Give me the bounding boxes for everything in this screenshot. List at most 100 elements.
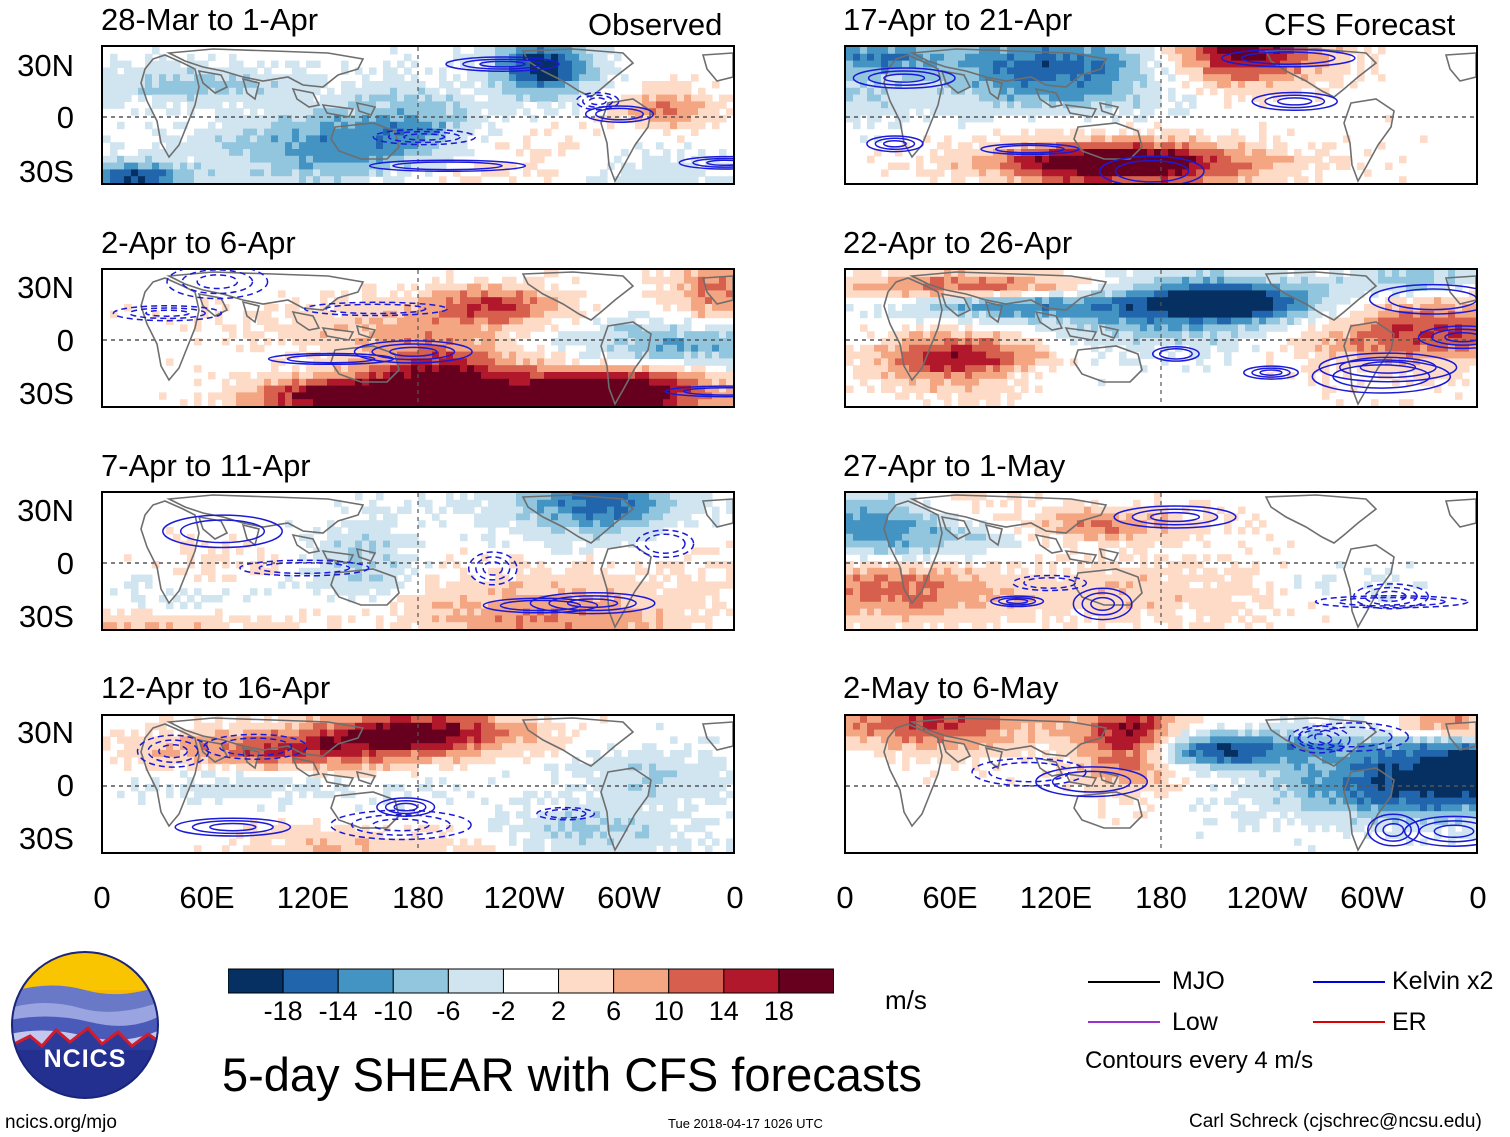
shear-cell <box>320 716 328 724</box>
shear-cell <box>334 324 342 332</box>
shear-cell <box>684 750 692 758</box>
shear-cell <box>334 331 342 339</box>
shear-cell <box>614 804 622 812</box>
shear-cell <box>299 344 307 353</box>
shear-cell <box>642 108 650 116</box>
shear-cell <box>663 331 671 339</box>
shear-cell <box>551 365 559 373</box>
shear-cell <box>635 324 643 332</box>
shear-cell <box>250 784 258 792</box>
shear-cell <box>1091 94 1099 102</box>
shear-cell <box>593 784 601 792</box>
shear-cell <box>635 527 643 535</box>
shear-cell <box>1028 67 1036 75</box>
shear-cell <box>965 101 973 109</box>
shear-cell <box>397 115 405 123</box>
shear-cell <box>383 784 391 792</box>
shear-cell <box>376 142 384 150</box>
shear-cell <box>327 750 335 758</box>
shear-cell <box>348 81 356 89</box>
shear-cell <box>586 615 594 623</box>
shear-cell <box>138 176 146 183</box>
shear-cell <box>600 372 608 380</box>
shear-cell <box>159 81 167 89</box>
shear-cell <box>614 790 622 799</box>
shear-cell <box>439 324 447 332</box>
shear-cell <box>460 838 468 846</box>
shear-cell <box>677 149 685 157</box>
shear-cell <box>257 101 265 109</box>
shear-cell <box>516 588 524 596</box>
shear-cell <box>684 108 692 116</box>
shear-cell <box>698 750 706 758</box>
shear-cell <box>937 60 945 68</box>
shear-cell <box>607 162 615 170</box>
shear-cell <box>719 162 727 170</box>
shear-cell <box>341 743 349 751</box>
shear-cell <box>103 615 111 623</box>
shear-cell <box>390 310 398 319</box>
shear-cell <box>348 574 356 582</box>
shear-cell <box>1028 108 1036 116</box>
shear-cell <box>719 176 727 183</box>
shear-cell <box>516 750 524 758</box>
shear-cell <box>467 290 475 298</box>
shear-cell <box>103 736 111 744</box>
shear-cell <box>159 743 167 751</box>
shear-cell <box>649 574 657 582</box>
shear-cell <box>215 108 223 116</box>
shear-cell <box>236 756 244 765</box>
shear-cell <box>180 790 188 799</box>
shear-cell <box>628 574 636 582</box>
shear-cell <box>334 838 342 846</box>
shear-cell <box>530 818 538 826</box>
shear-cell <box>432 331 440 339</box>
shear-cell <box>194 797 202 805</box>
shear-cell <box>684 283 692 291</box>
shear-cell <box>705 101 713 109</box>
shear-cell <box>1315 74 1323 82</box>
shear-cell <box>649 777 657 785</box>
shear-cell <box>502 169 510 177</box>
shear-cell <box>243 845 251 852</box>
shear-cell <box>593 331 601 339</box>
shear-cell <box>439 595 447 603</box>
shear-cell <box>390 581 398 589</box>
shear-cell <box>572 276 580 285</box>
shear-cell <box>523 804 531 812</box>
shear-cell <box>509 797 517 805</box>
shear-cell <box>579 561 587 569</box>
shear-cell <box>285 135 293 143</box>
shear-cell <box>117 622 125 629</box>
shear-cell <box>523 310 531 319</box>
shear-cell <box>131 81 139 89</box>
shear-cell <box>1308 53 1316 62</box>
shear-cell <box>187 74 195 82</box>
shear-cell <box>523 135 531 143</box>
shear-cell <box>558 142 566 150</box>
shear-cell <box>523 533 531 542</box>
shear-cell <box>243 101 251 109</box>
shear-cell <box>488 824 496 833</box>
shear-cell <box>628 838 636 846</box>
shear-cell <box>292 169 300 177</box>
shear-cell <box>1119 60 1127 68</box>
shear-cell <box>579 74 587 82</box>
shear-cell <box>663 797 671 805</box>
shear-cell <box>628 365 636 373</box>
shear-cell <box>229 67 237 75</box>
shear-cell <box>271 317 279 325</box>
shear-cell <box>551 392 559 400</box>
shear-cell <box>446 601 454 610</box>
shear-cell <box>670 750 678 758</box>
shear-cell <box>306 567 314 576</box>
shear-cell <box>1210 53 1218 62</box>
shear-cell <box>117 155 125 164</box>
shear-cell <box>635 344 643 353</box>
shear-cell <box>306 60 314 68</box>
shear-cell <box>278 115 286 123</box>
shear-cell <box>621 784 629 792</box>
shear-cell <box>1042 60 1050 68</box>
shear-cell <box>551 845 559 852</box>
shear-cell <box>614 520 622 528</box>
